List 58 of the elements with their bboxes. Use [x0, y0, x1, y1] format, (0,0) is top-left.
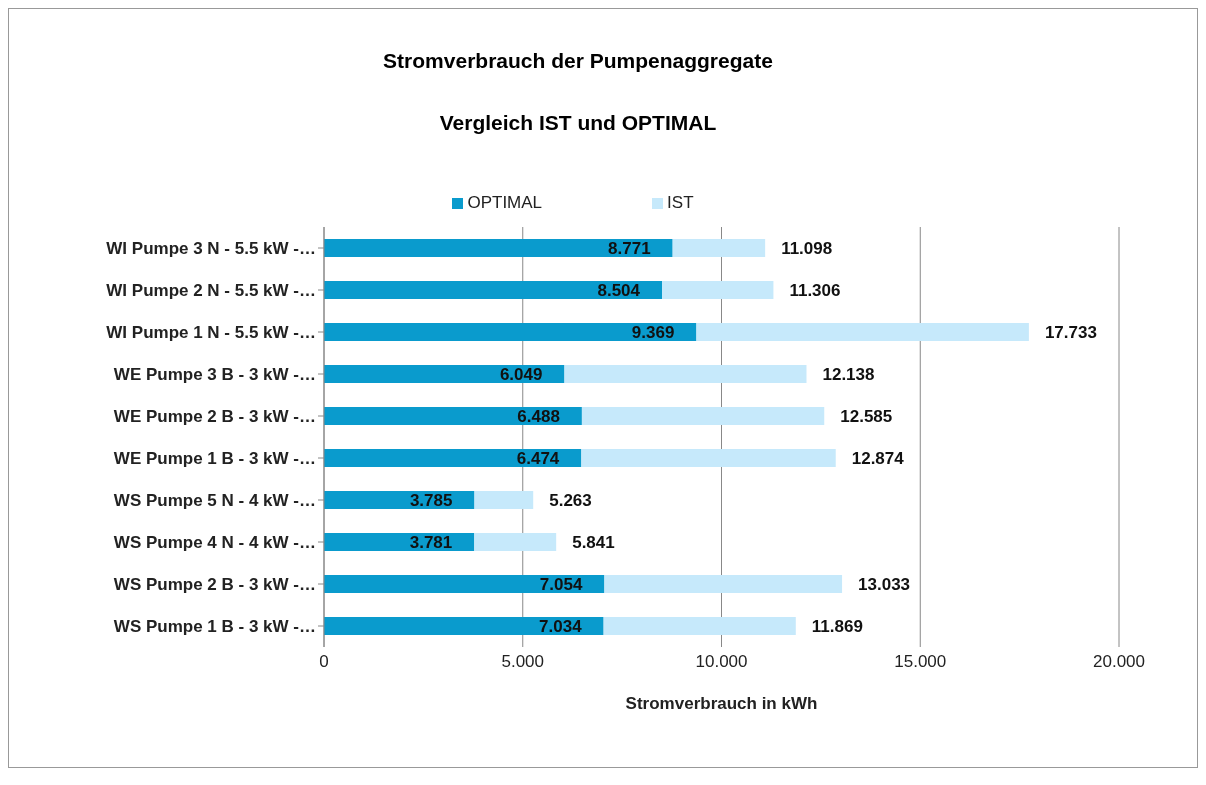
data-label: 7.054: [539, 575, 583, 594]
y-tick-label: WS Pumpe 5 N - 4 kW -…: [113, 491, 316, 511]
total-label: 12.874: [851, 449, 905, 468]
bar: [324, 449, 582, 467]
y-tick-label: WE Pumpe 3 B - 3 kW -…: [113, 365, 316, 385]
y-tick-label: WI Pumpe 2 N - 5.5 kW -…: [106, 281, 316, 301]
x-tick-label: 20.000: [1093, 652, 1145, 672]
total-label: 11.306: [789, 281, 841, 300]
x-tick-label: 10.000: [695, 652, 748, 672]
data-label: 6.474: [516, 449, 560, 468]
legend-label: IST: [667, 193, 694, 213]
bar: [662, 281, 774, 299]
x-tick-label: 5.000: [501, 652, 545, 672]
y-tick-label: WE Pumpe 2 B - 3 kW -…: [113, 407, 316, 427]
total-label: 11.098: [781, 239, 833, 258]
total-label: 12.138: [822, 365, 875, 384]
data-label: 3.781: [409, 533, 453, 552]
bar: [324, 575, 605, 593]
bar: [672, 239, 766, 257]
data-label: 6.488: [517, 407, 560, 426]
total-label: 17.733: [1044, 323, 1097, 342]
total-label: 12.585: [840, 407, 893, 426]
data-label: 3.785: [409, 491, 453, 510]
x-axis-title: Stromverbrauch in kWh: [625, 694, 818, 713]
bar: [324, 617, 604, 635]
y-tick-label: WI Pumpe 1 N - 5.5 kW -…: [106, 323, 316, 343]
bar: [564, 365, 807, 383]
x-tick-label: 15.000: [894, 652, 947, 672]
y-tick-label: WS Pumpe 2 B - 3 kW -…: [113, 575, 316, 595]
y-tick-label: WE Pumpe 1 B - 3 kW -…: [113, 449, 316, 469]
data-label: 9.369: [631, 323, 675, 342]
chart-title: Stromverbrauch der Pumpenaggregate: [382, 49, 774, 73]
legend-label: OPTIMAL: [467, 193, 543, 213]
bar: [474, 533, 557, 551]
y-tick-label: WS Pumpe 1 B - 3 kW -…: [113, 617, 316, 637]
bar: [696, 323, 1029, 341]
data-label: 7.034: [539, 617, 583, 636]
bar: [581, 449, 836, 467]
total-label: 11.869: [811, 617, 863, 636]
y-tick-label: WS Pumpe 4 N - 4 kW -…: [113, 533, 316, 553]
bar: [324, 281, 663, 299]
bar: [603, 617, 796, 635]
x-tick-label: 0: [319, 652, 329, 672]
data-label: 6.049: [499, 365, 543, 384]
bar: [324, 365, 565, 383]
bar: [581, 407, 825, 425]
bar: [604, 575, 843, 593]
bar: [474, 491, 534, 509]
total-label: 5.841: [572, 533, 615, 552]
data-label: 8.771: [608, 239, 651, 258]
data-label: 8.504: [597, 281, 641, 300]
bar: [324, 323, 697, 341]
y-tick-label: WI Pumpe 3 N - 5.5 kW -…: [106, 239, 316, 259]
chart-subtitle: Vergleich IST und OPTIMAL: [438, 111, 718, 135]
total-label: 5.263: [549, 491, 592, 510]
bar: [324, 407, 582, 425]
total-label: 13.033: [858, 575, 911, 594]
bar: [324, 239, 673, 257]
